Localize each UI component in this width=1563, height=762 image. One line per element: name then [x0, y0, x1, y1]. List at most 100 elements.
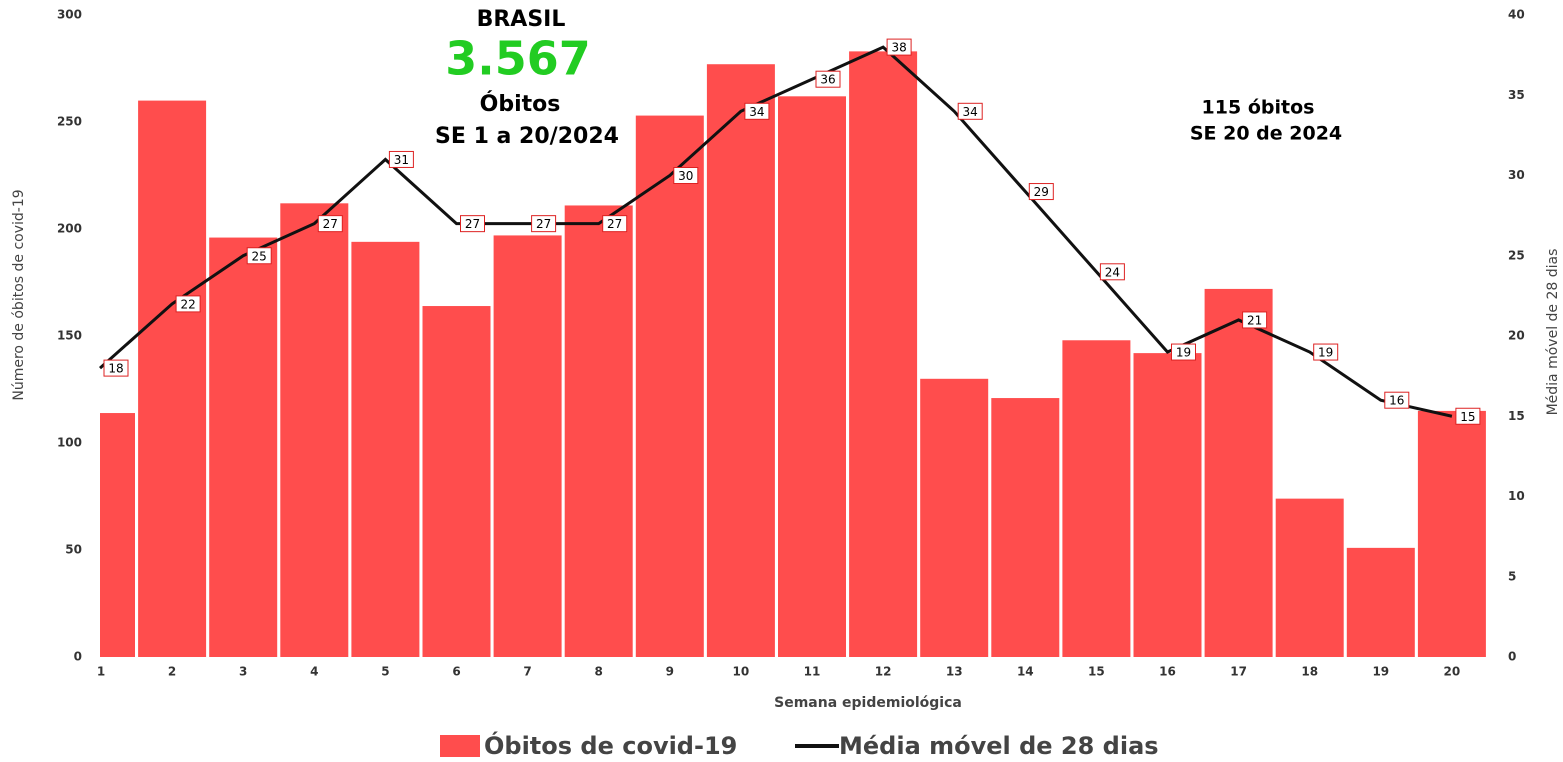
value-label-box — [815, 70, 841, 88]
x-tick-label: 16 — [1159, 665, 1176, 679]
value-label-box — [1313, 343, 1339, 361]
legend-label: Óbitos de covid-19 — [484, 730, 737, 760]
x-tick-label: 18 — [1301, 665, 1318, 679]
bar — [100, 413, 135, 657]
x-tick-label: 11 — [804, 665, 821, 679]
value-label-box — [246, 247, 272, 265]
annotation: 3.567 — [445, 32, 591, 86]
value-label: 18 — [108, 362, 123, 376]
y-tick-label: 0 — [74, 650, 82, 664]
y2-tick-label: 20 — [1508, 329, 1525, 343]
value-label-box — [957, 102, 983, 120]
value-label-box — [1099, 263, 1125, 281]
value-label: 21 — [1247, 313, 1262, 327]
value-label: 31 — [394, 153, 409, 167]
bar — [778, 96, 846, 657]
y-tick-label: 200 — [57, 222, 82, 236]
x-tick-label: 4 — [310, 665, 318, 679]
annotation: BRASIL — [477, 7, 566, 32]
y2-tick-label: 5 — [1508, 569, 1516, 583]
bar — [280, 203, 349, 657]
y-tick-label: 250 — [57, 115, 82, 129]
value-label: 15 — [1460, 410, 1475, 424]
value-label-box — [1171, 343, 1196, 361]
bar — [706, 64, 775, 657]
value-label: 30 — [678, 169, 693, 183]
x-tick-label: 3 — [239, 665, 247, 679]
value-label-box — [103, 359, 129, 377]
value-label: 36 — [820, 73, 835, 87]
value-label: 19 — [1318, 346, 1333, 360]
value-label: 25 — [252, 249, 267, 263]
value-label-box — [744, 102, 770, 120]
value-label-box — [1455, 407, 1481, 425]
y2-tick-label: 40 — [1508, 8, 1525, 22]
value-label-box — [886, 38, 912, 56]
bar — [849, 51, 918, 657]
y2-axis-label: Média móvel de 28 dias — [1545, 249, 1561, 416]
x-tick-label: 2 — [168, 665, 176, 679]
x-tick-label: 10 — [733, 665, 750, 679]
y2-tick-label: 10 — [1508, 489, 1525, 503]
x-tick-label: 12 — [875, 665, 892, 679]
bar — [1204, 288, 1273, 657]
x-tick-label: 19 — [1372, 665, 1389, 679]
bar — [138, 100, 207, 657]
line — [99, 45, 1453, 418]
y-tick-label: 100 — [57, 436, 82, 450]
value-label: 27 — [536, 217, 551, 231]
value-label: 24 — [1105, 265, 1120, 279]
bar-group — [100, 51, 1486, 657]
value-label: 27 — [465, 217, 480, 231]
value-label-box — [175, 295, 201, 313]
value-label-box — [388, 150, 414, 168]
value-label-box — [1384, 391, 1410, 409]
value-label: 27 — [607, 217, 622, 231]
bar — [209, 237, 278, 657]
y2-tick-label: 25 — [1508, 248, 1525, 262]
x-tick-label: 20 — [1444, 665, 1461, 679]
bar — [991, 398, 1060, 657]
value-label-box — [460, 215, 485, 233]
x-axis-label: Semana epidemiológica — [774, 695, 962, 711]
y-tick-label: 300 — [57, 8, 82, 22]
x-tick-label: 6 — [452, 665, 460, 679]
bar — [635, 115, 704, 657]
bar — [1275, 498, 1344, 657]
x-tick-label: 17 — [1230, 665, 1247, 679]
value-label: 27 — [323, 217, 338, 231]
value-label-box — [317, 215, 343, 233]
value-label: 16 — [1389, 394, 1404, 408]
y2-tick-label: 30 — [1508, 168, 1525, 182]
bar — [422, 306, 491, 657]
bar — [920, 378, 989, 657]
value-label: 22 — [180, 297, 195, 311]
y2-tick-label: 0 — [1508, 650, 1516, 664]
annotation: SE 20 de 2024 — [1190, 123, 1342, 145]
value-label-box — [1242, 311, 1268, 329]
value-label: 29 — [1034, 185, 1049, 199]
x-tick-label: 13 — [946, 665, 963, 679]
legend-label: Média móvel de 28 dias — [839, 732, 1159, 760]
x-tick-label: 7 — [523, 665, 531, 679]
value-label-box — [531, 215, 557, 233]
value-label: 34 — [963, 105, 978, 119]
bar — [351, 241, 420, 657]
value-label-box — [673, 167, 699, 184]
annotation: Óbitos — [480, 91, 561, 117]
value-label-box — [1028, 183, 1054, 201]
value-label: 34 — [749, 105, 764, 119]
x-tick-label: 8 — [595, 665, 603, 679]
value-label: 38 — [891, 41, 906, 55]
x-tick-label: 14 — [1017, 665, 1034, 679]
y2-tick-label: 15 — [1508, 409, 1525, 423]
y-axis-label: Número de óbitos de covid-19 — [11, 189, 27, 400]
legend-swatch — [440, 735, 480, 757]
annotation: SE 1 a 20/2024 — [435, 124, 619, 149]
y2-tick-label: 35 — [1508, 88, 1525, 102]
x-tick-label: 9 — [666, 665, 674, 679]
bar — [564, 205, 633, 657]
x-tick-label: 1 — [97, 665, 105, 679]
bar — [493, 235, 562, 657]
